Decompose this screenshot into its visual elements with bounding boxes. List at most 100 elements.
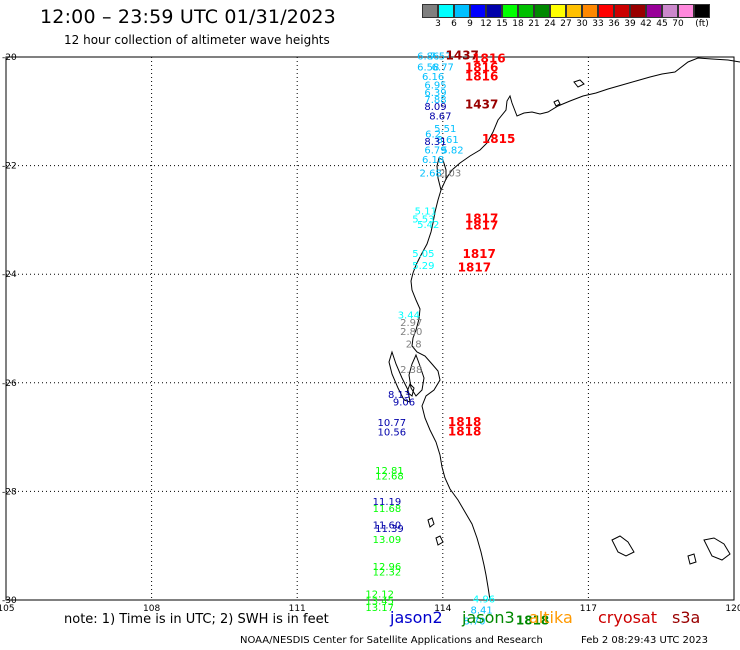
wave-height-value: 13.45 [365,596,394,607]
wave-height-value: 6.39 [424,88,446,99]
legend-tick-label: 33 [592,19,604,29]
longitude-label: 117 [580,604,597,614]
longitude-label: 111 [289,604,306,614]
wave-height-value: 10.77 [378,418,407,429]
graticule [5,56,735,601]
wave-height-value: 3.44 [398,311,420,322]
wave-height-value: 10.56 [378,427,407,438]
legend-tick-label: 36 [608,19,620,29]
satellite-jason3-label: jason3 [462,608,515,627]
wave-height-value: 12.12 [365,589,394,600]
coastline-island-1 [573,79,585,88]
legend-swatch [694,4,710,18]
legend-swatch [486,4,502,18]
legend-swatch [470,4,486,18]
legend-tick-label: 27 [560,19,572,29]
latitude-label: -28 [2,487,17,497]
latitude-labels: -20 -22 -24 -26 -28 -30 [2,53,17,606]
wave-height-value: 11.60 [373,520,402,531]
coastline-island-6 [611,535,635,557]
wave-height-value: 6.95 [424,80,446,91]
wave-height-value: 6.18 [422,155,444,166]
legend-tick-label: 21 [528,19,540,29]
legend-tick-label: 30 [576,19,588,29]
coastline-island-2 [553,99,561,107]
legend-swatch [502,4,518,18]
wave-height-values: 6.867.576.586.776.166.956.397.888.098.67… [365,52,495,628]
wave-height-value: 6.77 [432,63,454,74]
pass-time-tag: 1817 [465,219,498,233]
wave-height-value: 5.11 [415,206,437,217]
color-legend: 3 6 9 12 15 18 21 24 27 30 33 36 39 42 45 70 (ft) [422,4,710,32]
wave-height-value: 11.68 [373,504,402,515]
longitude-label: 120 [725,604,740,614]
wave-height-value: 13.17 [365,603,394,614]
legend-swatch [582,4,598,18]
map-frame [5,56,735,601]
coastline-island-3 [427,517,435,528]
wave-height-value: 5.05 [412,249,434,260]
coastline-island-7 [703,537,731,561]
pass-time-tag: 1437 [446,49,479,63]
legend-swatch [454,4,470,18]
legend-labels: 3 6 9 12 15 18 21 24 27 30 33 36 39 42 45 70 (ft) [422,18,710,32]
wave-height-value: 12.96 [373,562,402,573]
latitude-label: -20 [2,53,17,63]
wave-height-value: 5.53 [412,215,434,226]
coastline-dirk-hartog-island [388,350,411,403]
longitude-labels: 105 108 111 114 117 120 [0,604,740,614]
wave-height-value: 8.41 [470,606,492,617]
legend-swatch [598,4,614,18]
pass-time-tag: 1818 [448,415,481,429]
wave-height-value: 8.61 [437,135,459,146]
legend-tick-label: 15 [496,19,508,29]
wave-height-value: 2.80 [400,327,422,338]
wave-height-value: 6.79 [424,146,446,157]
latitude-label: -22 [2,162,17,172]
pass-time-tag: 1817 [465,212,498,226]
wave-height-value: 6.2 [425,129,441,140]
wave-height-value: 2.97 [400,318,422,329]
coastline-island-4 [435,535,444,546]
legend-swatch [438,4,454,18]
legend-swatch [518,4,534,18]
coastline-mainland [410,57,740,601]
wave-height-value: 11.39 [375,524,404,535]
wave-height-value: 2.03 [439,168,461,179]
wave-height-value: 13.09 [373,535,402,546]
pass-time-tag: 1816 [472,51,505,65]
wave-height-value: 8.70 [463,616,485,627]
legend-tick-label: 45 [656,19,668,29]
legend-swatch [678,4,694,18]
pass-time-tag: 1816 [465,61,498,75]
pass-time-tag: 1816 [465,69,498,83]
wave-height-value: 6.16 [422,72,444,83]
generated-timestamp: Feb 2 08:29:43 UTC 2023 [581,635,708,646]
pass-time-tag: 1815 [482,132,515,146]
coastline-island-8 [687,553,697,565]
legend-tick-label: 24 [544,19,556,29]
legend-tick-label: 18 [512,19,524,29]
wave-height-value: 7.88 [424,95,446,106]
pass-time-tag: 1437 [465,98,498,112]
coastline [388,57,740,601]
satellite-altika-label: altika [529,608,573,627]
longitude-label: 108 [143,604,160,614]
legend-swatch [630,4,646,18]
pass-time-tags: 1437181618161816143718151817181718171817… [446,49,550,628]
wave-height-value: 6.58 [417,63,439,74]
wave-height-value: 5.82 [441,146,463,157]
satellite-jason2-label: jason2 [390,608,443,627]
legend-swatches [422,4,710,18]
wave-height-value: 7.57 [429,52,451,63]
wave-height-value: 2.8 [406,340,422,351]
wave-height-value: 12.68 [375,471,404,482]
legend-tick-label: 3 [435,19,441,29]
pass-time-tag: 1817 [462,247,495,261]
wave-height-value: 6.86 [417,52,439,63]
wave-height-value: 12.81 [375,466,404,477]
latitude-label: -26 [2,379,17,389]
legend-swatch [534,4,550,18]
legend-swatch [646,4,662,18]
legend-tick-label: 9 [467,19,473,29]
